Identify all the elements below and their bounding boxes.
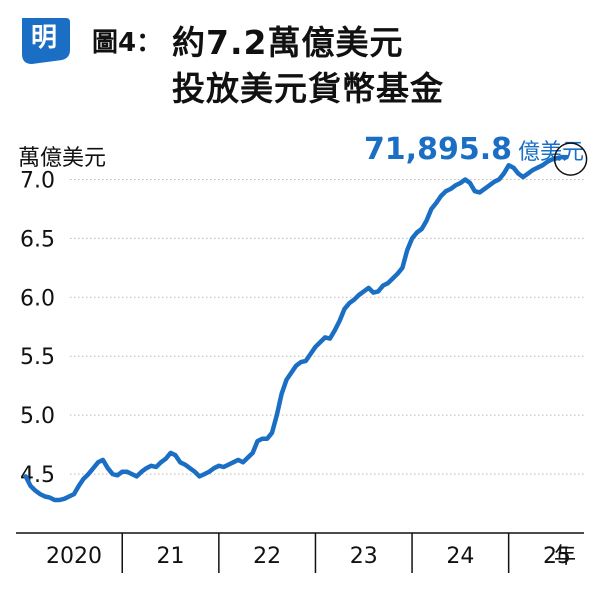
latest-value: 71,895.8 bbox=[363, 132, 512, 167]
x-tick-label: 21 bbox=[157, 544, 185, 569]
chart-title-line1: 約7.2萬億美元 bbox=[172, 23, 404, 62]
annotation-layer bbox=[553, 142, 588, 176]
latest-point-circle bbox=[553, 142, 588, 176]
gridlines bbox=[70, 178, 584, 475]
x-tick-label: 2020 bbox=[46, 544, 102, 569]
chart-title-line2: 投放美元貨幣基金 bbox=[172, 69, 444, 108]
series-line bbox=[23, 154, 569, 503]
y-tick-labels: 4.55.05.56.06.57.0 bbox=[20, 168, 55, 488]
series-layer bbox=[23, 154, 569, 503]
y-axis-label: 萬億美元 bbox=[18, 146, 107, 171]
y-tick-label: 5.0 bbox=[20, 404, 55, 429]
newspaper-logo: 明 bbox=[18, 14, 74, 66]
y-tick-label: 6.0 bbox=[20, 286, 55, 311]
y-tick-label: 5.5 bbox=[20, 345, 55, 370]
x-axis bbox=[16, 532, 584, 573]
x-tick-label: 22 bbox=[253, 544, 281, 569]
x-tick-label: 25 bbox=[543, 544, 571, 569]
logo-character: 明 bbox=[30, 23, 57, 53]
x-tick-label: 24 bbox=[446, 544, 474, 569]
x-axis-unit-label: 年 bbox=[554, 544, 576, 569]
y-tick-label: 7.0 bbox=[20, 168, 55, 193]
x-tick-labels: 2020 21 22 23 24 25年 bbox=[46, 544, 576, 569]
logo-badge-icon bbox=[22, 18, 70, 64]
x-tick-label: 23 bbox=[350, 544, 378, 569]
y-tick-label: 6.5 bbox=[20, 227, 55, 252]
figure-label: 圖4： bbox=[92, 28, 163, 58]
